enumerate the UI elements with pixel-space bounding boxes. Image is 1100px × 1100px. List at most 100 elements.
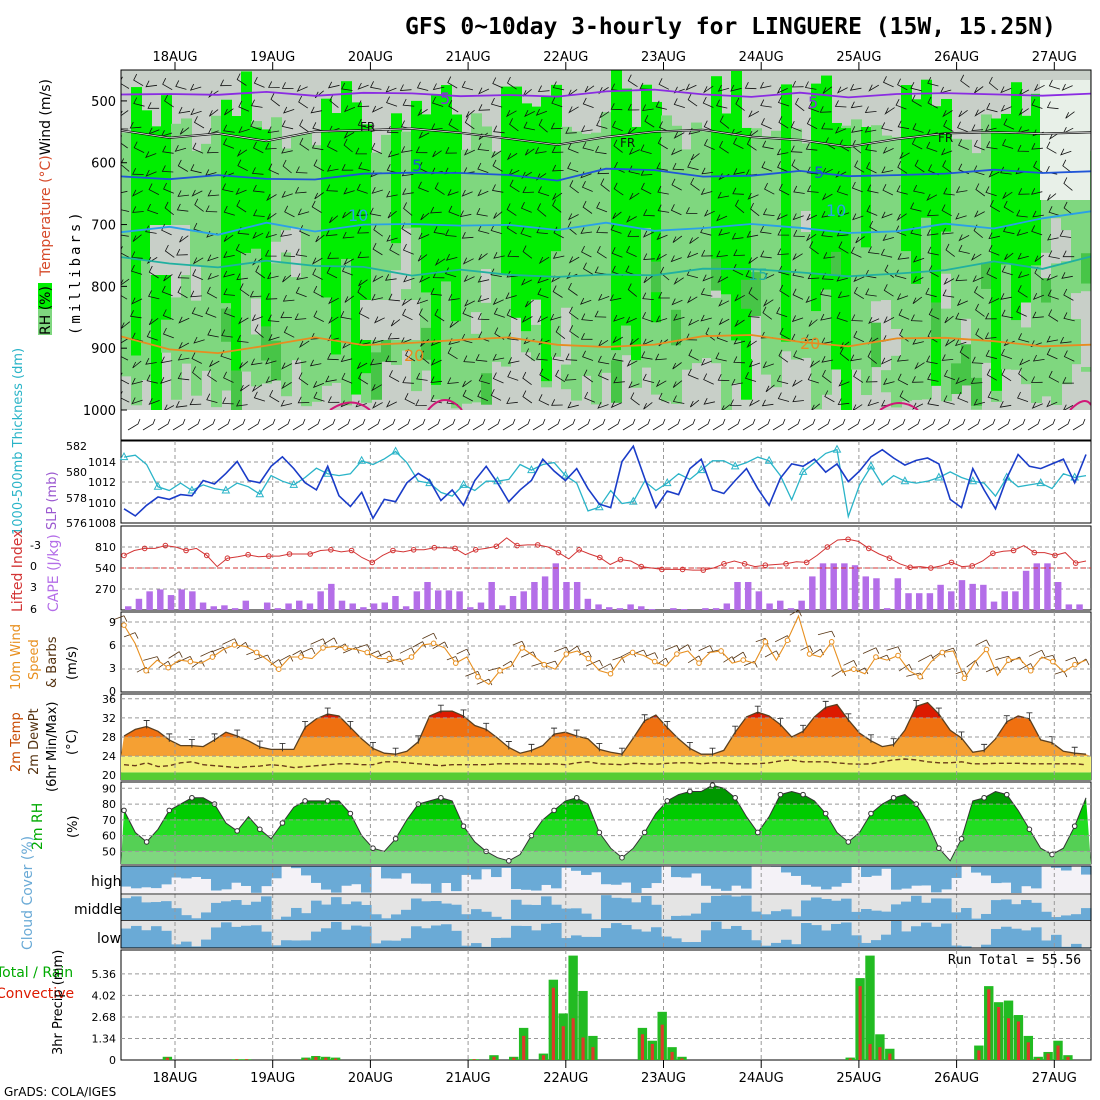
wind-barb (1062, 159, 1072, 173)
wind-barb (1046, 335, 1059, 343)
cloud-middle-bar (401, 909, 412, 920)
cape-bar (1022, 570, 1030, 610)
wind10m-marker (430, 640, 437, 647)
wind-barb (761, 161, 773, 172)
day-label-bottom: 21AUG (446, 1071, 491, 1086)
wind-barb (448, 118, 459, 131)
cloud-high-bar (981, 866, 992, 876)
wind-barb (609, 294, 622, 302)
wind10m-marker (850, 666, 857, 673)
cloud-low-bar (901, 931, 912, 948)
surface-barb (187, 418, 201, 431)
isotherm-10 (121, 210, 1091, 236)
wind-barb (971, 356, 984, 364)
surface-barb (142, 418, 156, 431)
rh-fill (681, 149, 692, 370)
rh-marker (1003, 791, 1010, 798)
wind-barb (191, 352, 202, 364)
cloud-high-bar (891, 866, 902, 890)
cloud-low-bar (151, 926, 162, 948)
wind-barb (130, 264, 143, 275)
wind-barb (459, 210, 472, 218)
cloud-middle-bar (151, 902, 162, 920)
minmax-whisker (822, 700, 829, 710)
wind-barb (132, 360, 142, 369)
cloud-low-bar (731, 925, 742, 948)
wind-barb (163, 182, 174, 194)
wind-barb (821, 229, 833, 238)
wind-barb (672, 362, 682, 370)
wind-barb (643, 209, 655, 217)
wind-barb (597, 355, 610, 365)
wind-barb (716, 214, 728, 222)
wind-barb (326, 140, 338, 152)
wind-barb (673, 314, 685, 321)
wind-barb (986, 267, 997, 279)
cloud-middle-bar (261, 896, 272, 920)
cloud-middle-bar (991, 900, 1002, 920)
rh-moist-column (551, 84, 562, 252)
wind-barb (823, 252, 835, 259)
cloud-high-bar (801, 866, 812, 885)
cape-bar (210, 606, 217, 610)
cloud-middle-bar (411, 898, 422, 920)
wind-barb (1047, 193, 1057, 201)
wind-barb (656, 233, 668, 241)
wind-barb (477, 162, 489, 173)
minmax-whisker (845, 713, 852, 722)
surface-barb (157, 418, 171, 431)
cloud-high-bar (251, 866, 262, 893)
rh-marker (438, 794, 444, 801)
wind-barb (779, 284, 790, 298)
cloud-low-bar (911, 926, 922, 948)
wind-barb (791, 80, 804, 88)
wind-barb (387, 210, 397, 219)
cape-bar (1001, 591, 1008, 610)
minmax-whisker (369, 742, 376, 751)
cloud-middle-bar (571, 908, 582, 920)
li-marker (203, 552, 210, 559)
wind-barb (493, 252, 505, 259)
wind-barb (535, 108, 548, 116)
rh-tick-label: 70 (102, 814, 116, 827)
wind-barb (1002, 139, 1014, 149)
wind-barb (762, 140, 774, 150)
cape-bar (958, 580, 966, 610)
wind-barb (283, 326, 295, 338)
cloud-high-bar (971, 866, 982, 873)
wind10m-marker (165, 664, 172, 671)
wind10m-marker (497, 667, 503, 674)
wind-barb (222, 183, 234, 193)
wind-barb (281, 146, 293, 154)
wind-barb (507, 370, 519, 381)
wind-barb (160, 377, 172, 384)
wind-barb (985, 312, 997, 320)
wind-barb (177, 372, 190, 381)
wind10m-marker (1005, 657, 1012, 663)
minmax-whisker (483, 722, 490, 732)
minmax-whisker (302, 720, 309, 730)
wind-barb (132, 206, 144, 213)
cloud-high-bar (741, 866, 752, 889)
pressure-tick-label: 900 (91, 342, 116, 357)
wind-barb (371, 105, 383, 113)
rh-moist-column (931, 106, 942, 386)
wind10m-tick-label: 6 (109, 639, 116, 652)
wind-barb (805, 143, 818, 151)
cloud-low-bar (411, 926, 422, 948)
rh-mid-patch (651, 261, 662, 293)
wind-barb (490, 268, 502, 277)
wind-barb (778, 265, 790, 276)
wind-barb (490, 389, 502, 401)
surface-barb (847, 418, 861, 431)
rh-moist-column (531, 106, 542, 300)
minmax-whisker (867, 734, 874, 743)
cloud-high-bar (861, 866, 872, 877)
wind10m-marker (784, 637, 791, 644)
cape-bar (338, 600, 346, 610)
wind-barb (264, 249, 277, 257)
wind10m-ylabel: 10m Wind Speed & Barbs (m/s) (9, 624, 80, 690)
li-marker (576, 547, 582, 553)
wind10m-marker (121, 622, 127, 628)
precip-convective-bar (334, 1058, 338, 1060)
